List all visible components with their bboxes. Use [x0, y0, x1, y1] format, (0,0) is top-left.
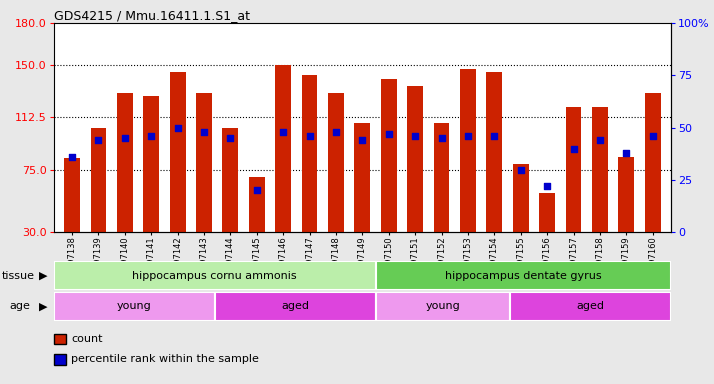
Bar — [376, 292, 510, 321]
Text: aged: aged — [577, 301, 605, 311]
Text: tissue: tissue — [2, 270, 35, 281]
Bar — [276, 65, 291, 232]
Point — [278, 129, 289, 135]
Text: age: age — [9, 301, 30, 311]
Text: count: count — [71, 334, 103, 344]
Text: hippocampus cornu ammonis: hippocampus cornu ammonis — [132, 270, 297, 281]
Point — [541, 183, 553, 189]
Bar — [196, 93, 212, 232]
Point — [66, 154, 78, 160]
Bar — [565, 107, 581, 232]
Point — [568, 146, 579, 152]
Point — [356, 137, 368, 143]
Point — [515, 167, 526, 173]
Bar — [54, 261, 376, 290]
Point — [488, 133, 500, 139]
Bar — [249, 177, 265, 232]
Bar — [117, 93, 133, 232]
Bar — [510, 292, 671, 321]
Bar — [486, 72, 502, 232]
Point — [383, 131, 394, 137]
Bar — [592, 107, 608, 232]
Text: ▶: ▶ — [39, 301, 48, 311]
Bar — [618, 157, 634, 232]
Text: hippocampus dentate gyrus: hippocampus dentate gyrus — [445, 270, 602, 281]
Text: ▶: ▶ — [39, 270, 48, 281]
Point — [251, 187, 263, 194]
Bar — [144, 96, 159, 232]
Text: young: young — [116, 301, 151, 311]
Point — [409, 133, 421, 139]
Point — [172, 124, 183, 131]
Point — [198, 129, 210, 135]
Bar — [215, 292, 376, 321]
Bar — [645, 93, 660, 232]
Point — [225, 135, 236, 141]
Bar — [223, 127, 238, 232]
Bar — [407, 86, 423, 232]
Bar — [354, 124, 371, 232]
Bar — [376, 261, 671, 290]
Point — [594, 137, 605, 143]
Text: percentile rank within the sample: percentile rank within the sample — [71, 354, 259, 364]
Point — [146, 133, 157, 139]
Bar — [54, 292, 215, 321]
Point — [304, 133, 316, 139]
Bar — [301, 74, 318, 232]
Bar — [539, 193, 555, 232]
Point — [647, 133, 658, 139]
Point — [620, 150, 632, 156]
Bar — [460, 69, 476, 232]
Bar — [64, 158, 80, 232]
Bar — [433, 124, 449, 232]
Bar — [381, 79, 397, 232]
Bar — [513, 164, 528, 232]
Point — [462, 133, 473, 139]
Bar — [91, 127, 106, 232]
Point — [93, 137, 104, 143]
Bar — [170, 72, 186, 232]
Point — [119, 135, 131, 141]
Point — [436, 135, 447, 141]
Text: aged: aged — [281, 301, 309, 311]
Bar — [328, 93, 344, 232]
Text: young: young — [426, 301, 461, 311]
Text: GDS4215 / Mmu.16411.1.S1_at: GDS4215 / Mmu.16411.1.S1_at — [54, 9, 250, 22]
Point — [331, 129, 342, 135]
